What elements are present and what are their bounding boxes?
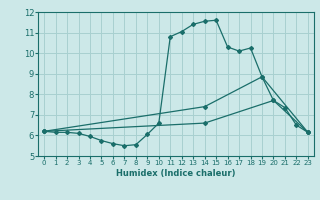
X-axis label: Humidex (Indice chaleur): Humidex (Indice chaleur) [116, 169, 236, 178]
